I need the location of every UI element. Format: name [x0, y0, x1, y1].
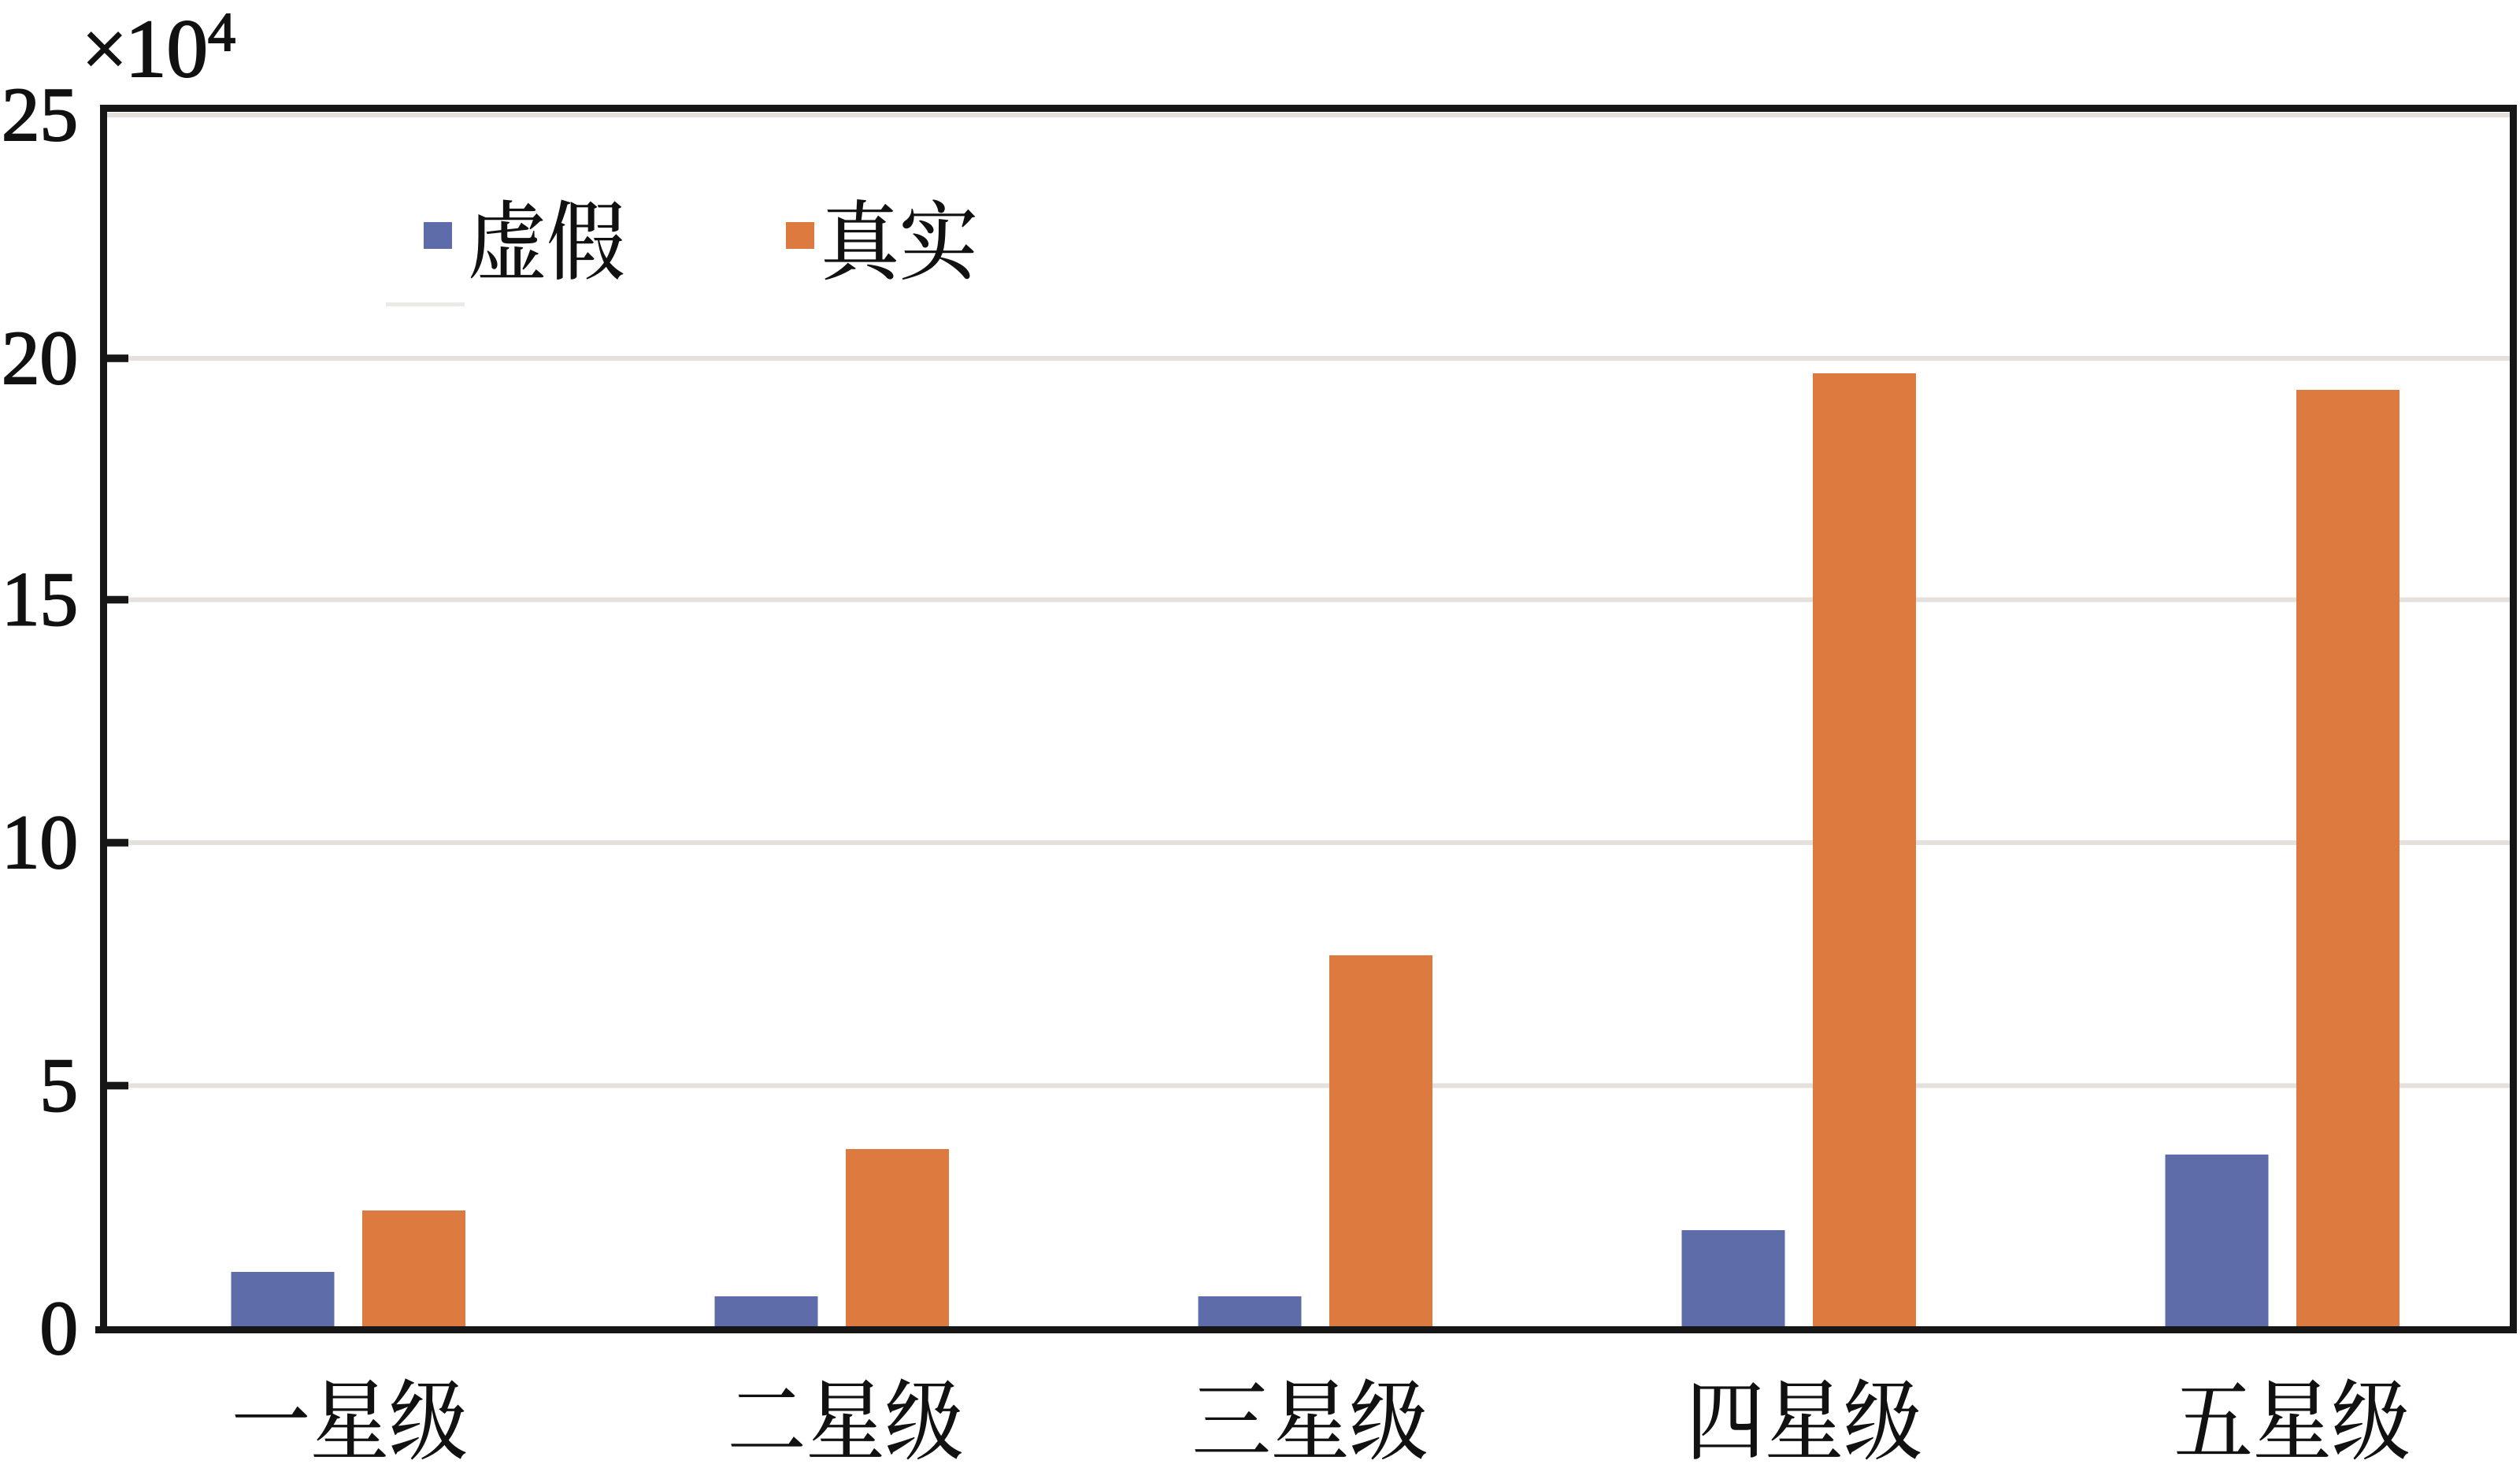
svg-text:10: 10 [125, 2, 208, 95]
svg-text:10: 10 [2, 800, 78, 884]
svg-text:4: 4 [208, 2, 235, 63]
svg-text:20: 20 [2, 316, 78, 400]
svg-text:5: 5 [40, 1044, 79, 1128]
svg-text:25: 25 [2, 72, 78, 157]
svg-text:×: × [82, 5, 128, 94]
svg-text:0: 0 [40, 1286, 79, 1370]
svg-text:15: 15 [2, 558, 78, 642]
